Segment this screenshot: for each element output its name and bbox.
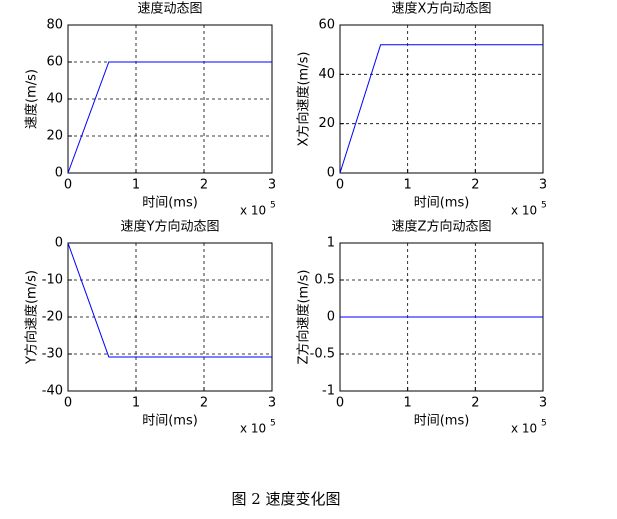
y-tick-label: 0 [327, 310, 335, 325]
y-tick-label: 20 [318, 116, 335, 131]
chart-title: 速度Z方向动态图 [392, 219, 492, 235]
axes-box [339, 24, 544, 174]
y-axis-label: 速度(m/s) [24, 69, 40, 129]
y-axis-label: Y方向速度(m/s) [24, 270, 40, 365]
chart-title: 速度动态图 [137, 1, 202, 17]
x-tick-label: 2 [200, 396, 208, 411]
caption: 图 2 速度变化图 [231, 490, 340, 508]
data-line [67, 61, 272, 174]
y-tick-label: -0.5 [310, 347, 335, 362]
data-line [339, 44, 543, 174]
y-tick-label: 60 [318, 18, 335, 33]
x-axis-label: 时间(ms) [414, 196, 470, 211]
x-tick-label: 3 [539, 396, 547, 411]
x-exponent: 5 [270, 419, 276, 429]
y-tick-label: -10 [42, 273, 63, 288]
y-tick-label: 1 [327, 236, 335, 251]
x-tick-label: 2 [200, 178, 208, 193]
x-tick-label: 1 [404, 396, 412, 411]
y-tick-label: -20 [42, 310, 63, 325]
y-axis-label: X方向速度(m/s) [296, 52, 312, 147]
x-tick-label: 0 [64, 396, 72, 411]
x-tick-label: 1 [132, 396, 140, 411]
chart-title: 速度Y方向动态图 [121, 219, 220, 235]
y-axis-label: Z方向速度(m/s) [296, 270, 312, 365]
x-exponent: 5 [541, 419, 547, 429]
x-tick-label: 3 [268, 178, 276, 193]
x-axis-label: 时间(ms) [142, 414, 198, 429]
y-tick-label: -40 [42, 384, 63, 399]
x-tick-label: 1 [132, 178, 140, 193]
y-tick-label: 0.5 [314, 273, 335, 288]
x-exponent: 5 [270, 201, 276, 211]
x-exponent-label: x 10 [240, 422, 266, 436]
x-exponent-label: x 10 [511, 204, 537, 218]
plot-area [340, 25, 543, 173]
axes-box [67, 24, 273, 174]
x-tick-label: 2 [471, 396, 479, 411]
x-tick-label: 1 [404, 178, 412, 193]
y-tick-label: 40 [318, 67, 335, 82]
x-tick-label: 2 [471, 178, 479, 193]
x-tick-label: 3 [268, 396, 276, 411]
x-tick-label: 0 [64, 178, 72, 193]
chart-title: 速度X方向动态图 [392, 1, 492, 17]
x-axis-label: 时间(ms) [142, 196, 198, 211]
y-tick-label: 60 [46, 55, 63, 70]
x-exponent-label: x 10 [511, 422, 537, 436]
x-axis-label: 时间(ms) [414, 414, 470, 429]
x-tick-label: 3 [539, 178, 547, 193]
y-tick-label: -30 [42, 347, 63, 362]
x-tick-label: 0 [336, 178, 344, 193]
y-tick-label: 40 [46, 92, 63, 107]
y-tick-label: 80 [46, 18, 63, 33]
y-tick-label: 20 [46, 129, 63, 144]
y-tick-label: 0 [327, 166, 335, 181]
x-exponent-label: x 10 [240, 204, 266, 218]
y-tick-label: -1 [322, 384, 335, 399]
y-tick-label: 0 [55, 166, 63, 181]
y-tick-label: 0 [55, 236, 63, 251]
axes-box [67, 242, 273, 392]
x-exponent: 5 [541, 201, 547, 211]
data-line [67, 242, 272, 358]
x-tick-label: 0 [336, 396, 344, 411]
